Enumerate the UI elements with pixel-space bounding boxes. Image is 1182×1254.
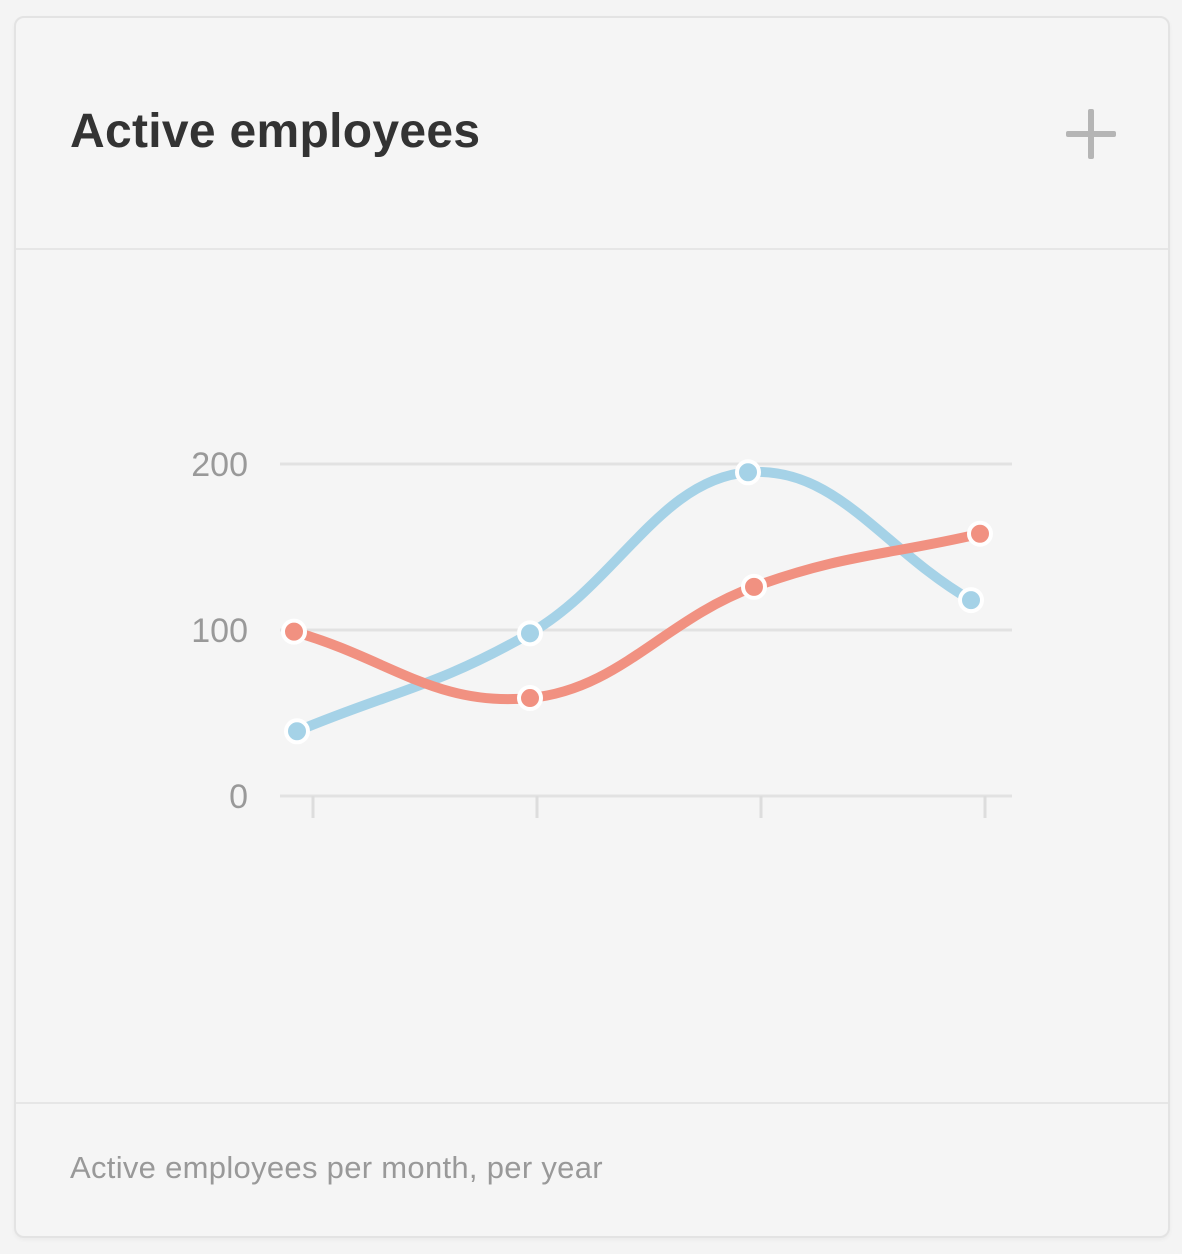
data-point	[958, 587, 984, 614]
card-footer: Active employees per month, per year	[16, 1102, 1168, 1236]
data-point	[284, 718, 310, 745]
line-chart: 0 100 200	[191, 446, 1012, 818]
data-point	[741, 573, 767, 600]
y-tick-label: 100	[191, 612, 248, 650]
data-point	[281, 618, 307, 645]
card-title: Active employees	[70, 105, 481, 158]
card-body: 0 100 200	[16, 250, 1168, 1106]
series-line	[292, 467, 976, 737]
data-point	[967, 520, 993, 547]
add-button[interactable]	[1062, 106, 1118, 162]
data-point	[517, 620, 543, 647]
card-caption: Active employees per month, per year	[70, 1150, 603, 1185]
y-tick-label: 200	[191, 446, 248, 484]
card-header: Active employees	[16, 18, 1168, 250]
series-line	[289, 528, 985, 705]
chart-card: Active employees 0 100 200 Active employee…	[14, 16, 1170, 1238]
y-tick-label: 0	[229, 778, 248, 816]
data-point	[517, 685, 543, 712]
data-point	[735, 459, 761, 486]
